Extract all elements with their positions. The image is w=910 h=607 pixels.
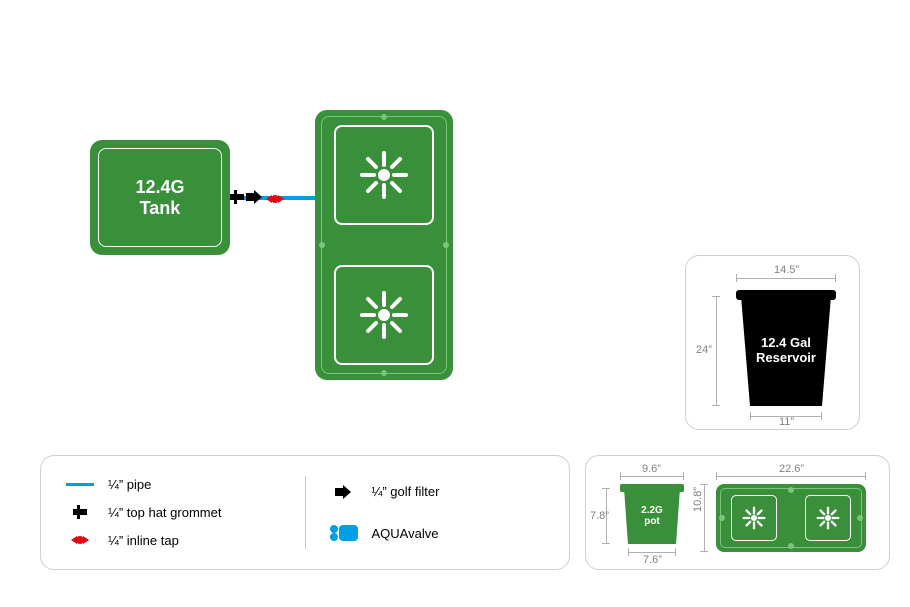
dims-pot: 2.2Gpot: [624, 488, 680, 544]
inline-tap-icon: [66, 530, 94, 550]
legend-row-filter: ¼” golf filter: [330, 479, 545, 505]
legend-text: AQUAvalve: [372, 526, 439, 541]
golf-filter-icon: [330, 482, 358, 502]
legend-row-grommet: ¼” top hat grommet: [66, 499, 281, 525]
res-dim-height: 24”: [696, 344, 712, 356]
drain-icon: [354, 145, 414, 205]
pot-top: [334, 125, 434, 225]
drain-icon: [814, 504, 842, 532]
tray: [315, 110, 453, 380]
drain-icon: [354, 285, 414, 345]
legend-text: ¼” pipe: [108, 477, 151, 492]
reservoir-body: 12.4 GalReservoir: [741, 296, 831, 406]
aquavalve-icon: [330, 523, 358, 543]
pot-bottom: [334, 265, 434, 365]
reservoir-label: 12.4 GalReservoir: [756, 336, 816, 366]
golf-filter-icon: [246, 190, 264, 209]
tray-dim-width: 22.6”: [779, 463, 804, 475]
legend-text: ¼” golf filter: [372, 484, 440, 499]
reservoir-panel: 14.5” 24” 11” 12.4 GalReservoir: [685, 255, 860, 430]
legend-text: ¼” inline tap: [108, 533, 179, 548]
drain-icon: [740, 504, 768, 532]
pot-dim-top: 9.6”: [642, 463, 661, 475]
pipe-icon: [66, 475, 94, 495]
res-dim-top: 14.5”: [774, 264, 799, 276]
pot-dim-bottom: 7.6”: [643, 554, 662, 566]
legend-row-pipe: ¼” pipe: [66, 472, 281, 498]
tank-label: 12.4GTank: [135, 177, 184, 218]
legend-divider: [305, 476, 306, 549]
dimensions-panel: 9.6” 7.8” 7.6” 2.2Gpot 22.6” 10.8”: [585, 455, 890, 570]
legend-row-aquavalve: AQUAvalve: [330, 520, 545, 546]
pot-dim-height: 7.8”: [590, 510, 609, 522]
legend-row-tap: ¼” inline tap: [66, 527, 281, 553]
legend-text: ¼” top hat grommet: [108, 505, 221, 520]
legend-panel: ¼” pipe ¼” top hat grommet: [40, 455, 570, 570]
dims-pot-left: [731, 495, 777, 541]
grommet-icon: [230, 190, 244, 204]
tray-dim-height: 10.8”: [692, 487, 704, 512]
dims-pot-label: 2.2Gpot: [641, 505, 663, 527]
inline-tap-icon: [266, 192, 284, 204]
grommet-icon: [66, 502, 94, 522]
dims-pot-right: [805, 495, 851, 541]
res-dim-bottom: 11”: [779, 416, 794, 428]
tank: 12.4GTank: [90, 140, 230, 255]
dims-tray: [716, 484, 866, 552]
